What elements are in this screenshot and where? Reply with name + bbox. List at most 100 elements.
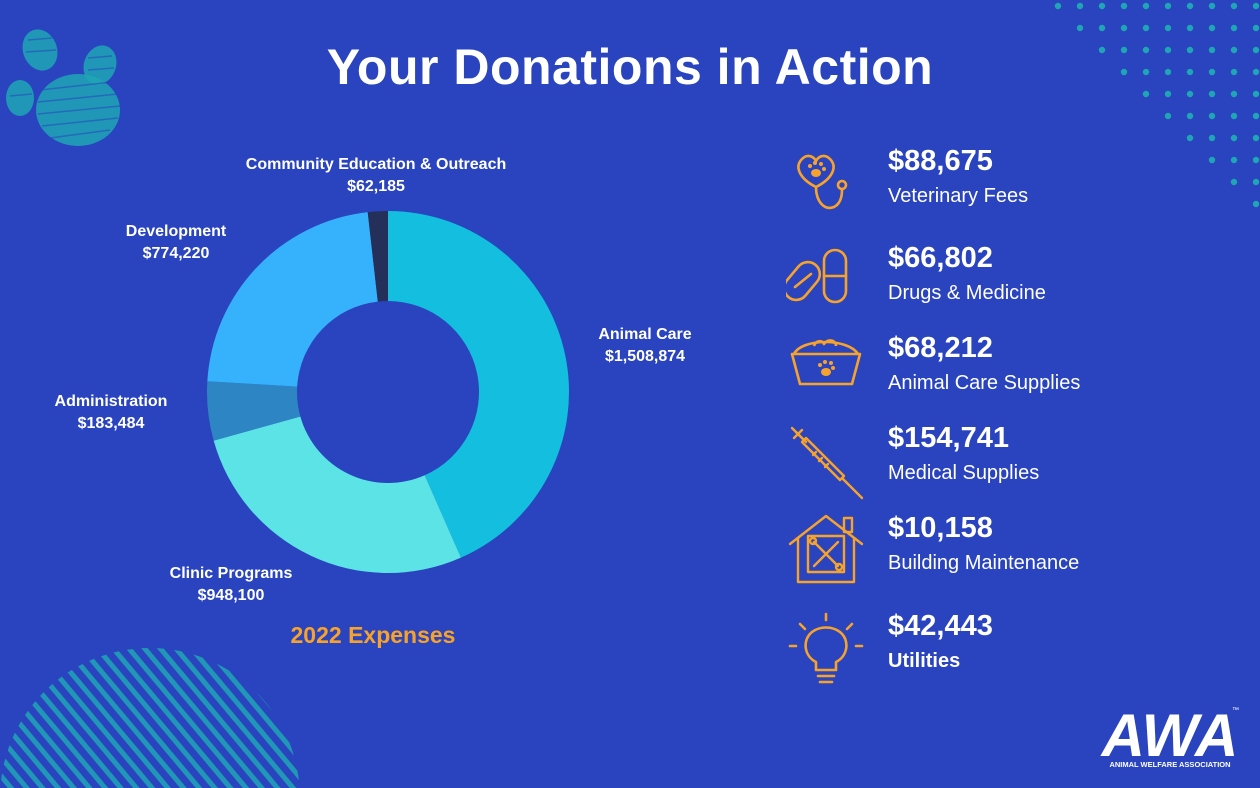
decorative-dot: [1252, 46, 1260, 54]
decorative-dot: [1252, 156, 1260, 164]
decorative-dot: [1186, 68, 1194, 76]
decorative-dot: [1208, 24, 1216, 32]
donut-slice: [213, 416, 461, 573]
donut-slice: [207, 381, 301, 441]
slice-label: Administration $183,484: [0, 391, 271, 435]
striped-circle-decoration: [0, 648, 300, 788]
expense-label: Medical Supplies: [888, 462, 1040, 484]
expense-label: Utilities: [888, 650, 961, 672]
expense-item: $42,443 Utilities: [786, 610, 1226, 692]
expense-item: $66,802 Drugs & Medicine: [786, 242, 1226, 324]
slice-label-name: Administration: [54, 393, 168, 410]
slice-label: Animal Care $1,508,874: [485, 324, 805, 368]
expense-amount: $10,158: [888, 512, 993, 544]
decorative-dot: [1230, 2, 1238, 10]
lightbulb-icon: [788, 612, 864, 684]
decorative-dot: [1252, 68, 1260, 76]
expense-item: $68,212 Animal Care Supplies: [786, 332, 1226, 414]
decorative-dot: [1230, 112, 1238, 120]
decorative-dot: [1208, 2, 1216, 10]
awa-logo-mark: AWA ™: [1100, 702, 1239, 769]
slice-label-value: $948,100: [197, 587, 265, 604]
decorative-dot: [1252, 200, 1260, 208]
decorative-dot: [1230, 134, 1238, 142]
decorative-dot: [1252, 2, 1260, 10]
decorative-dot: [1186, 112, 1194, 120]
awa-logo-letters: AWA: [1100, 702, 1238, 760]
decorative-dot: [1208, 46, 1216, 54]
expenses-donut-chart: [207, 211, 570, 573]
decorative-dot: [1164, 24, 1172, 32]
expense-amount: $154,741: [888, 422, 1009, 454]
decorative-dot: [1230, 24, 1238, 32]
decorative-dot: [1252, 24, 1260, 32]
slice-label-name: Clinic Programs: [169, 565, 293, 582]
expense-label: Veterinary Fees: [888, 185, 1029, 207]
syringe-icon: [790, 426, 864, 500]
logo-caption: ANIMAL WELFARE ASSOCIATION: [1109, 760, 1231, 769]
slice-label: Clinic Programs $948,100: [71, 563, 391, 607]
slice-label-value: $774,220: [142, 245, 210, 262]
decorative-dot: [1208, 90, 1216, 98]
decorative-dot: [1230, 156, 1238, 164]
decorative-dot: [1230, 68, 1238, 76]
decorative-dot: [1164, 2, 1172, 10]
donut-slice: [367, 211, 388, 302]
decorative-dot: [1208, 134, 1216, 142]
paw-print-decoration: [6, 29, 121, 146]
decorative-dot: [1142, 90, 1150, 98]
pills-icon: [786, 248, 848, 304]
expense-label: Drugs & Medicine: [888, 282, 1046, 304]
page-title: Your Donations in Action: [326, 39, 934, 95]
decorative-dot: [1120, 68, 1128, 76]
decorative-dot: [1208, 68, 1216, 76]
decorative-dot: [1054, 2, 1062, 10]
stethoscope-paw-icon: [797, 154, 848, 210]
decorative-dot: [1186, 134, 1194, 142]
decorative-dot: [1142, 68, 1150, 76]
expense-item: $154,741 Medical Supplies: [786, 422, 1226, 504]
expense-amount: $68,212: [888, 332, 993, 364]
decorative-dot: [1208, 156, 1216, 164]
decorative-dot: [1252, 90, 1260, 98]
decorative-dot: [1164, 68, 1172, 76]
expense-item: $10,158 Building Maintenance: [786, 512, 1226, 594]
house-tools-icon: [788, 514, 864, 584]
slice-label-value: $1,508,874: [604, 348, 686, 365]
expense-label: Building Maintenance: [888, 552, 1080, 574]
dot-pattern-decoration: [1054, 2, 1260, 208]
decorative-dot: [1208, 112, 1216, 120]
decorative-dot: [1164, 112, 1172, 120]
slice-label-name: Development: [125, 223, 227, 240]
expense-amount: $88,675: [888, 145, 993, 177]
slice-label-name: Animal Care: [598, 326, 692, 343]
decorative-dot: [1164, 90, 1172, 98]
slice-label: Community Education & Outreach $62,185: [216, 154, 536, 198]
decorative-dot: [1252, 112, 1260, 120]
decorative-dot: [1076, 2, 1084, 10]
expense-amount: $42,443: [888, 610, 993, 642]
decorative-dot: [1186, 24, 1194, 32]
decorative-dot: [1098, 2, 1106, 10]
decorative-dot: [1230, 46, 1238, 54]
donut-slice: [388, 211, 570, 558]
decorative-dot: [1120, 46, 1128, 54]
decorative-dot: [1252, 178, 1260, 186]
decorative-dot: [1076, 24, 1084, 32]
decorative-dot: [1186, 2, 1194, 10]
pet-food-bowl-icon: [790, 339, 862, 386]
decorative-dot: [1098, 46, 1106, 54]
decorative-dot: [1186, 46, 1194, 54]
expense-label: Animal Care Supplies: [888, 372, 1081, 394]
decorative-dot: [1230, 90, 1238, 98]
decorative-dot: [1186, 90, 1194, 98]
decorative-dot: [1142, 24, 1150, 32]
decorative-dot: [1120, 24, 1128, 32]
decorative-dot: [1252, 134, 1260, 142]
donut-slice: [207, 212, 378, 387]
slice-label: Development $774,220: [16, 221, 336, 265]
decorative-dot: [1142, 46, 1150, 54]
slice-label-name: Community Education & Outreach: [245, 156, 507, 173]
decorative-dot: [1164, 46, 1172, 54]
expense-item: $88,675 Veterinary Fees: [786, 145, 1226, 227]
